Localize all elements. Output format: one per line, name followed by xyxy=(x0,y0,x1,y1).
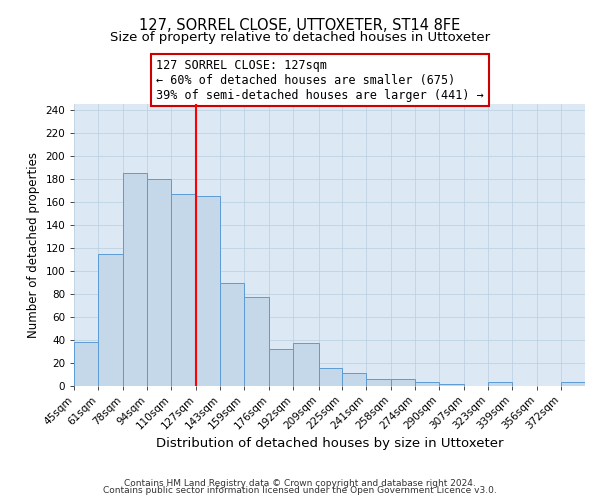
Bar xyxy=(343,373,366,386)
X-axis label: Distribution of detached houses by size in Uttoxeter: Distribution of detached houses by size … xyxy=(156,437,503,450)
Bar xyxy=(319,368,343,386)
Bar xyxy=(561,382,585,386)
Bar xyxy=(98,254,124,386)
Text: Contains public sector information licensed under the Open Government Licence v3: Contains public sector information licen… xyxy=(103,486,497,495)
Bar xyxy=(269,349,293,386)
Bar xyxy=(366,378,391,386)
Y-axis label: Number of detached properties: Number of detached properties xyxy=(27,152,40,338)
Bar xyxy=(74,342,98,386)
Bar xyxy=(415,382,439,386)
Text: Contains HM Land Registry data © Crown copyright and database right 2024.: Contains HM Land Registry data © Crown c… xyxy=(124,478,476,488)
Bar xyxy=(124,173,147,386)
Bar xyxy=(391,378,415,386)
Bar xyxy=(147,179,171,386)
Bar xyxy=(293,343,319,386)
Text: Size of property relative to detached houses in Uttoxeter: Size of property relative to detached ho… xyxy=(110,31,490,44)
Text: 127, SORREL CLOSE, UTTOXETER, ST14 8FE: 127, SORREL CLOSE, UTTOXETER, ST14 8FE xyxy=(139,18,461,32)
Bar xyxy=(439,384,464,386)
Bar xyxy=(220,284,244,386)
Text: 127 SORREL CLOSE: 127sqm
← 60% of detached houses are smaller (675)
39% of semi-: 127 SORREL CLOSE: 127sqm ← 60% of detach… xyxy=(156,58,484,102)
Bar xyxy=(244,297,269,386)
Bar xyxy=(171,194,196,386)
Bar xyxy=(488,382,512,386)
Bar xyxy=(196,196,220,386)
